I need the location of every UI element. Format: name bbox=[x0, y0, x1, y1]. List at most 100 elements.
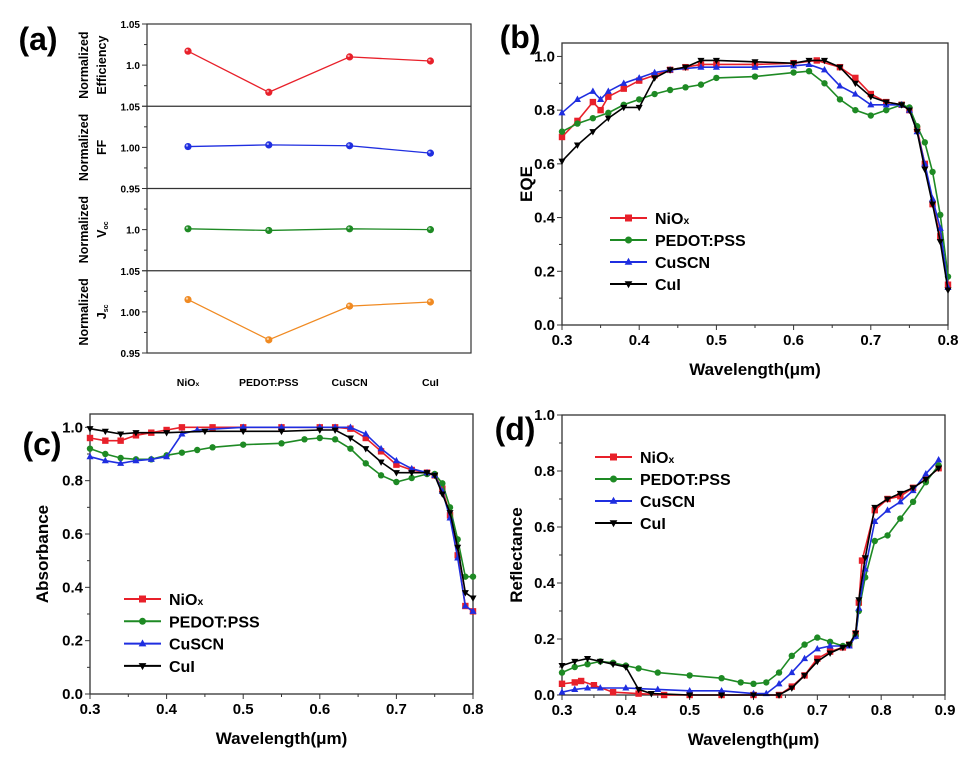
data-point bbox=[362, 430, 370, 437]
data-point bbox=[589, 129, 597, 136]
legend: NiOx PEDOT:PSS CuSCN CuI bbox=[595, 450, 731, 533]
series-line bbox=[187, 228, 431, 232]
data-point bbox=[431, 472, 439, 480]
data-point bbox=[605, 93, 612, 100]
panel-d: (d) 0.3 0.4 0.5 0.6 0.7 0.8 0.9 0.0 0.2 0.4 0.6 0.8 1… bbox=[495, 407, 956, 749]
data-point bbox=[362, 434, 369, 442]
x-tick-label: 0.7 bbox=[860, 332, 881, 349]
x-tick-label: PEDOT:PSS bbox=[239, 377, 299, 389]
x-tick-label: 0.5 bbox=[233, 701, 254, 718]
data-point bbox=[558, 663, 566, 670]
data-point bbox=[573, 95, 581, 102]
data-point bbox=[897, 515, 904, 522]
data-point bbox=[929, 168, 936, 176]
legend-marker bbox=[139, 617, 146, 625]
legend-label: NiOx bbox=[169, 592, 203, 609]
data-point bbox=[316, 427, 324, 434]
data-point bbox=[749, 692, 758, 699]
series-line bbox=[187, 298, 431, 341]
y-axis-label-group: Absorbance bbox=[33, 505, 52, 603]
legend-label: CuI bbox=[169, 659, 195, 676]
y-tick-label: 0.6 bbox=[534, 156, 555, 173]
data-point bbox=[620, 85, 627, 92]
y-label-line1: Normalized bbox=[77, 31, 91, 98]
data-point bbox=[682, 84, 689, 91]
data-point bbox=[346, 435, 354, 442]
data-point bbox=[775, 679, 783, 687]
y-label-line2: Efficiency bbox=[95, 36, 109, 95]
series-line bbox=[89, 426, 474, 612]
data-point bbox=[194, 446, 201, 454]
data-point bbox=[278, 440, 285, 447]
data-point bbox=[666, 67, 674, 74]
data-point bbox=[836, 64, 844, 72]
data-point bbox=[558, 680, 566, 687]
legend-marker bbox=[609, 496, 618, 504]
y-axis-label-group: EQE bbox=[517, 166, 536, 202]
series-line bbox=[187, 50, 431, 93]
data-point bbox=[346, 225, 354, 233]
panel-label: (b) bbox=[500, 19, 541, 55]
data-point bbox=[686, 692, 694, 699]
data-point bbox=[686, 672, 693, 679]
legend-label: CuSCN bbox=[640, 494, 695, 511]
x-tick-label: 0.6 bbox=[743, 702, 764, 719]
x-tick-label: 0.8 bbox=[938, 332, 959, 349]
data-point bbox=[790, 60, 798, 67]
x-tick-label: 0.8 bbox=[871, 702, 892, 719]
data-point bbox=[922, 476, 930, 484]
panel-c: (c) 0.3 0.4 0.5 0.6 0.7 0.8 0.0 0.2 0.4 0.6 0.8 1.0 W… bbox=[22, 413, 483, 748]
legend-label: NiOx bbox=[640, 450, 674, 467]
data-point bbox=[609, 689, 617, 696]
legend-marker bbox=[138, 639, 147, 647]
series-line bbox=[89, 437, 473, 578]
y-tick-label: 0.2 bbox=[534, 263, 555, 280]
legend-label: NiOx bbox=[655, 211, 689, 228]
data-point bbox=[408, 470, 416, 477]
y-tick-label: 0.4 bbox=[534, 575, 556, 592]
legend-item: NiOx bbox=[124, 592, 203, 609]
data-point bbox=[462, 573, 469, 580]
data-point-highlight bbox=[347, 143, 350, 146]
data-point bbox=[147, 455, 155, 462]
plot-frame bbox=[89, 413, 474, 695]
data-point bbox=[597, 106, 604, 114]
y-label-line2: Voc bbox=[95, 221, 110, 238]
data-point bbox=[896, 497, 904, 505]
data-point bbox=[184, 142, 192, 151]
subplot-1: 1.05 1.00 0.95 Normalized FF bbox=[77, 102, 471, 196]
data-point bbox=[713, 74, 720, 82]
data-point bbox=[377, 472, 385, 479]
data-point bbox=[697, 63, 705, 70]
series-pedotpss bbox=[86, 434, 477, 580]
data-point bbox=[101, 456, 109, 464]
data-point bbox=[584, 661, 591, 668]
data-point bbox=[839, 644, 847, 652]
data-point bbox=[851, 80, 859, 88]
data-point bbox=[635, 74, 643, 81]
series-cuscn bbox=[86, 423, 477, 614]
legend-label: CuI bbox=[655, 277, 681, 294]
data-point bbox=[851, 90, 859, 97]
subplot-2: 1.0 Normalized Voc bbox=[77, 187, 471, 272]
data-point bbox=[712, 57, 720, 65]
legend-marker bbox=[624, 281, 633, 289]
data-point bbox=[622, 684, 630, 691]
legend-item: CuI bbox=[595, 516, 666, 533]
y-label-line1: Normalized bbox=[77, 278, 91, 345]
data-point bbox=[666, 86, 674, 94]
data-point bbox=[558, 128, 566, 135]
series-line bbox=[187, 144, 431, 154]
x-tick-label: 0.7 bbox=[807, 702, 828, 719]
data-point bbox=[558, 108, 566, 116]
x-tick-label: 0.6 bbox=[309, 701, 330, 718]
series-niox bbox=[86, 424, 477, 615]
data-point-highlight bbox=[266, 337, 269, 341]
data-point bbox=[86, 452, 94, 460]
data-point bbox=[346, 53, 354, 61]
data-point bbox=[775, 669, 783, 676]
data-point bbox=[909, 485, 917, 492]
data-point bbox=[163, 430, 171, 437]
data-point bbox=[316, 434, 323, 442]
